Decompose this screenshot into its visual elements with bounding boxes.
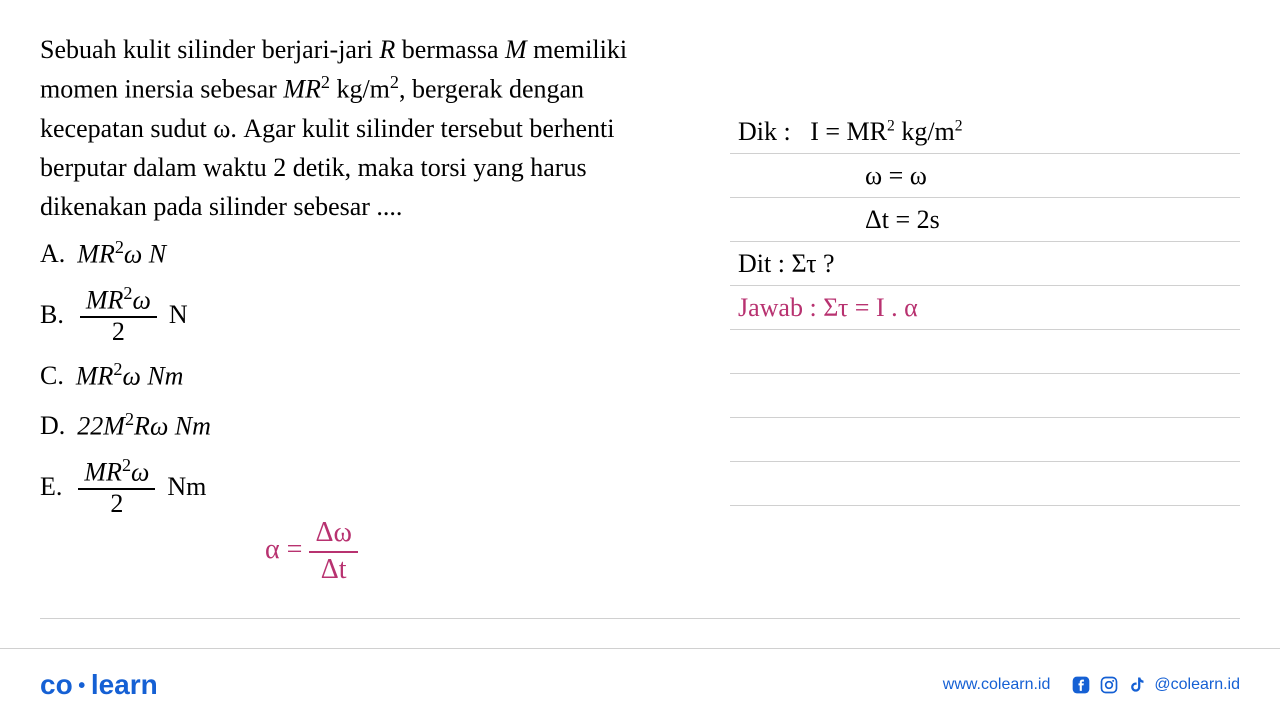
hw-line-2: ω = ω [730,154,1240,198]
footer-right: www.colearn.id @colearn.id [943,674,1240,696]
question-column: Sebuah kulit silinder berjari-jari R ber… [40,30,720,528]
option-e-label: E. [40,467,62,506]
tiktok-icon [1126,674,1148,696]
q-line1-M: M [505,35,527,64]
q-line2-pre: momen inersia sebesar [40,75,283,104]
option-d: D. 22M2Rω Nm [40,406,720,446]
q-line2-post: , bergerak dengan [399,75,584,104]
social-handle: @colearn.id [1154,676,1240,694]
option-a: A. MR2ω N [40,234,720,274]
hw-line-5: Jawab : Στ = I . α [730,286,1240,330]
logo-dot: • [73,675,91,697]
facebook-icon [1070,674,1092,696]
option-d-expr: 22M2Rω Nm [77,406,211,446]
option-e-frac: MR2ω 2 [78,455,155,518]
question-text: Sebuah kulit silinder berjari-jari R ber… [40,30,720,226]
option-b-label: B. [40,295,64,334]
logo-co: co [40,669,73,700]
q-line2-sup: 2 [321,72,330,92]
option-e: E. MR2ω 2 Nm [40,455,720,518]
logo: co • learn [40,669,158,701]
options-list: A. MR2ω N B. MR2ω 2 N C. MR2ω Nm D. 22M2… [40,234,720,519]
hw-line-1: Dik : I = MR2 kg/m2 [730,110,1240,154]
q-line5: dikenakan pada silinder sebesar .... [40,192,402,221]
hw-line-7 [730,374,1240,418]
q-line2-mr: MR [283,75,321,104]
q-line3: kecepatan sudut ω. Agar kulit silinder t… [40,114,615,143]
q-line2-sup2: 2 [390,72,399,92]
q-line1-pre: Sebuah kulit silinder berjari-jari [40,35,379,64]
full-rule [40,618,1240,619]
option-a-expr: MR2ω N [77,234,166,274]
footer-url: www.colearn.id [943,676,1051,694]
social-icons: @colearn.id [1070,674,1240,696]
option-b: B. MR2ω 2 N [40,283,720,346]
option-c: C. MR2ω Nm [40,356,720,396]
option-c-label: C. [40,356,64,395]
option-c-expr: MR2ω Nm [76,356,184,396]
hw-line-4: Dit : Στ ? [730,242,1240,286]
q-line1-mid: bermassa [395,35,505,64]
logo-learn: learn [91,669,158,700]
q-line2-unit: kg/m [330,75,390,104]
work-column: Dik : I = MR2 kg/m2 ω = ω Δt = 2s Dit : … [720,30,1240,528]
instagram-icon [1098,674,1120,696]
hw-w: ω = ω [730,161,927,191]
footer: co • learn www.colearn.id @colearn.id [0,648,1280,720]
hw-dik: Dik : I = MR2 kg/m2 [730,117,963,147]
hw-line-8 [730,418,1240,462]
option-a-label: A. [40,234,65,273]
option-b-unit: N [169,295,188,334]
hw-line-6 [730,330,1240,374]
hw-alpha-formula: α = Δω Δt [265,518,358,586]
hw-jawab: Jawab : Στ = I . α [730,293,918,323]
hw-line-3: Δt = 2s [730,198,1240,242]
q-line4: berputar dalam waktu 2 detik, maka torsi… [40,153,587,182]
hw-line-9 [730,462,1240,506]
option-b-frac: MR2ω 2 [80,283,157,346]
option-d-label: D. [40,406,65,445]
hw-dit: Dit : Στ ? [730,249,835,279]
q-line1-post: memiliki [527,35,627,64]
q-line1-R: R [379,35,395,64]
option-e-unit: Nm [167,467,206,506]
hw-dt: Δt = 2s [730,205,940,235]
